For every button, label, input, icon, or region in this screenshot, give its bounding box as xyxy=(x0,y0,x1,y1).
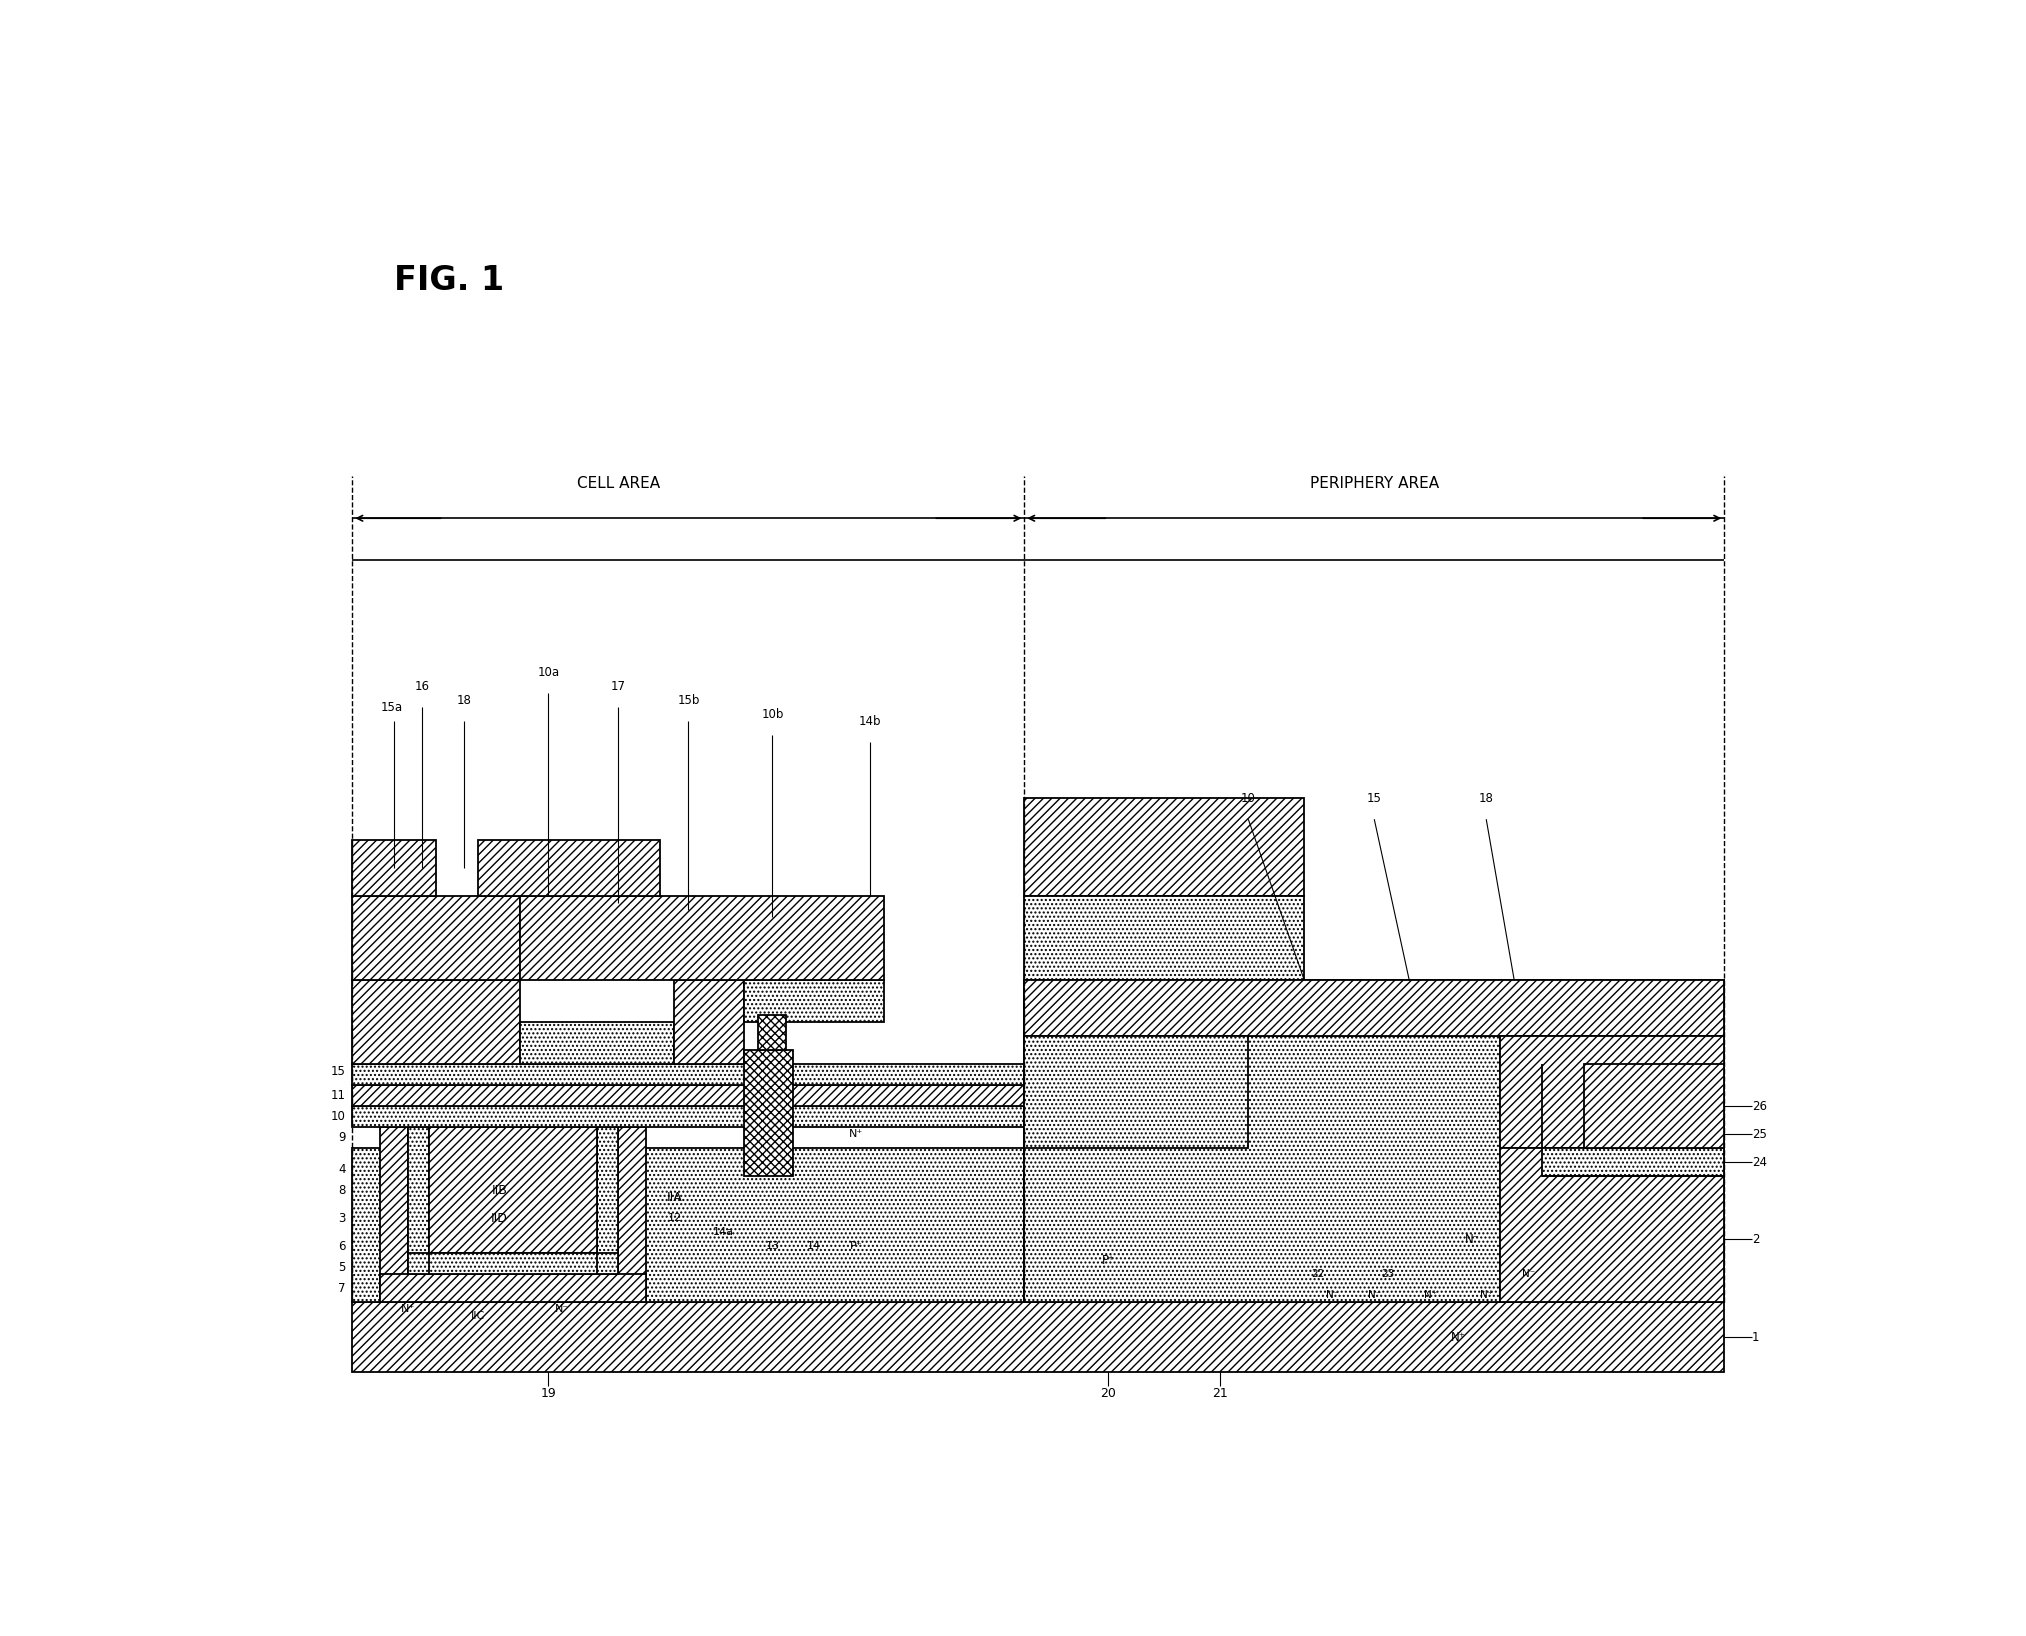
Text: 4: 4 xyxy=(338,1163,346,1176)
Bar xyxy=(1499,1148,1724,1302)
Text: 18: 18 xyxy=(1479,792,1493,805)
Text: IIA: IIA xyxy=(667,1191,683,1204)
Bar xyxy=(430,1127,598,1253)
Text: 1: 1 xyxy=(1752,1330,1761,1343)
Text: IIC: IIC xyxy=(472,1310,486,1322)
Bar xyxy=(744,980,885,1022)
Text: 15b: 15b xyxy=(677,694,699,707)
Text: 15: 15 xyxy=(330,1065,346,1078)
Bar xyxy=(353,1302,1724,1373)
Bar xyxy=(1025,798,1305,897)
Text: 14a: 14a xyxy=(713,1227,733,1237)
Text: 20: 20 xyxy=(1100,1387,1116,1399)
Text: N⁻: N⁻ xyxy=(1368,1291,1382,1301)
Bar xyxy=(1542,1148,1724,1176)
Text: 5: 5 xyxy=(338,1261,346,1273)
Bar xyxy=(1025,897,1305,980)
Text: 10b: 10b xyxy=(762,708,784,721)
Bar xyxy=(1584,1063,1724,1148)
Text: 11: 11 xyxy=(330,1090,346,1103)
Text: N⁺: N⁺ xyxy=(849,1129,863,1139)
Text: 18: 18 xyxy=(458,694,472,707)
Text: 15: 15 xyxy=(1368,792,1382,805)
Bar xyxy=(1025,1036,1724,1302)
Text: 14b: 14b xyxy=(859,715,881,728)
Text: PERIPHERY AREA: PERIPHERY AREA xyxy=(1309,476,1438,491)
Bar xyxy=(1025,980,1724,1036)
Bar xyxy=(618,1127,646,1302)
Bar xyxy=(353,980,521,1063)
Bar xyxy=(409,1127,430,1274)
Text: N⁻: N⁻ xyxy=(555,1304,569,1314)
Text: P⁺: P⁺ xyxy=(1102,1253,1114,1266)
Bar xyxy=(1499,1036,1724,1148)
Text: 10a: 10a xyxy=(537,666,559,679)
Bar xyxy=(521,897,885,980)
Text: 3: 3 xyxy=(338,1212,346,1225)
Text: 9: 9 xyxy=(338,1130,346,1144)
Text: 13: 13 xyxy=(766,1242,780,1252)
Text: 8: 8 xyxy=(338,1183,346,1196)
Text: 7: 7 xyxy=(338,1281,346,1294)
Text: N⁺: N⁺ xyxy=(1451,1330,1465,1343)
Bar xyxy=(353,1063,1025,1085)
Bar xyxy=(478,841,660,897)
Bar xyxy=(353,1148,1724,1302)
Text: 19: 19 xyxy=(541,1387,557,1399)
Text: N⁻: N⁻ xyxy=(1465,1232,1479,1245)
Bar xyxy=(353,1106,1025,1127)
Text: 6: 6 xyxy=(338,1240,346,1253)
Bar xyxy=(381,1274,646,1302)
Bar xyxy=(1248,1036,1724,1148)
Text: N⁺: N⁺ xyxy=(1479,1291,1493,1301)
Bar xyxy=(1025,1036,1499,1302)
Bar xyxy=(758,1014,786,1050)
Text: 25: 25 xyxy=(1752,1127,1767,1140)
Text: CELL AREA: CELL AREA xyxy=(577,476,660,491)
Text: N⁺: N⁺ xyxy=(401,1304,415,1314)
Text: 24: 24 xyxy=(1752,1155,1767,1168)
Text: 14: 14 xyxy=(806,1242,821,1252)
Text: 15a: 15a xyxy=(381,700,403,713)
Text: 2: 2 xyxy=(1752,1232,1761,1245)
Bar xyxy=(381,1127,409,1302)
Text: 12: 12 xyxy=(667,1212,681,1224)
Text: 10: 10 xyxy=(1240,792,1256,805)
Text: 23: 23 xyxy=(1382,1270,1394,1279)
Text: 22: 22 xyxy=(1311,1270,1325,1279)
Text: 21: 21 xyxy=(1212,1387,1228,1399)
Bar xyxy=(1025,980,1724,1036)
Bar xyxy=(598,1127,618,1274)
Bar xyxy=(353,841,436,897)
Bar xyxy=(1025,1036,1248,1148)
Bar xyxy=(675,980,744,1063)
Text: N⁻: N⁻ xyxy=(1325,1291,1339,1301)
Bar xyxy=(744,1050,794,1176)
Text: FIG. 1: FIG. 1 xyxy=(395,263,504,296)
Text: 16: 16 xyxy=(415,679,430,692)
Text: N⁺: N⁺ xyxy=(1424,1291,1436,1301)
Text: IID: IID xyxy=(490,1212,509,1225)
Text: 26: 26 xyxy=(1752,1099,1767,1112)
Bar xyxy=(430,1253,598,1274)
Text: 17: 17 xyxy=(612,679,626,692)
Bar xyxy=(353,1085,1025,1106)
Text: N⁻: N⁻ xyxy=(1522,1270,1536,1279)
Bar xyxy=(409,1253,618,1274)
Bar xyxy=(353,897,521,980)
Text: 10: 10 xyxy=(330,1111,346,1124)
Text: IIB: IIB xyxy=(492,1183,506,1196)
Text: P⁺: P⁺ xyxy=(851,1242,863,1252)
Bar xyxy=(521,1022,675,1063)
